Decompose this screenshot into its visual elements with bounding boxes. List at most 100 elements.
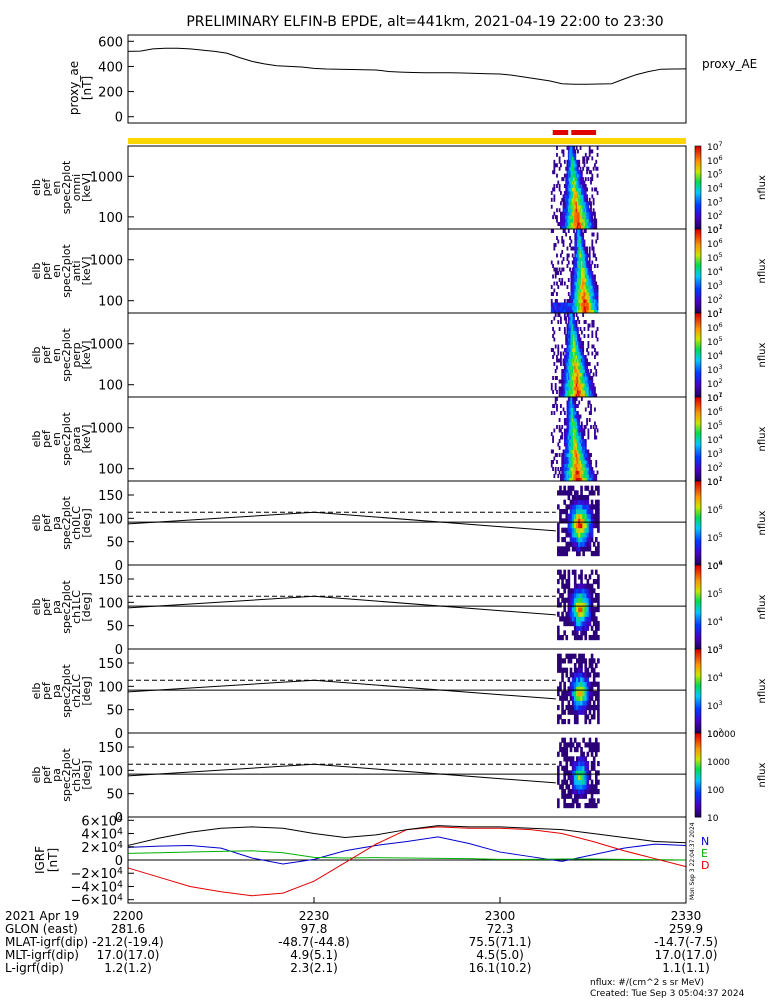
bin bbox=[567, 218, 570, 223]
bin bbox=[565, 355, 568, 359]
bin bbox=[574, 355, 577, 359]
bin bbox=[563, 793, 566, 799]
bin bbox=[580, 211, 583, 216]
bin bbox=[591, 278, 594, 282]
bin bbox=[570, 362, 573, 366]
bin bbox=[594, 477, 596, 481]
bin bbox=[565, 541, 569, 547]
bin bbox=[584, 518, 588, 524]
colorbar-step bbox=[695, 262, 701, 266]
bin bbox=[579, 201, 582, 206]
bin bbox=[597, 518, 600, 524]
colorbar-step bbox=[695, 529, 701, 532]
bin bbox=[582, 611, 585, 617]
bin bbox=[594, 742, 598, 748]
bin bbox=[580, 369, 583, 373]
bin bbox=[586, 523, 590, 529]
colorbar-step bbox=[695, 162, 701, 166]
bin bbox=[571, 334, 574, 338]
bin bbox=[558, 309, 561, 313]
bin bbox=[579, 442, 582, 447]
bin bbox=[582, 527, 585, 533]
bin bbox=[562, 257, 565, 261]
bin bbox=[561, 574, 564, 580]
colorbar-step bbox=[695, 382, 701, 385]
bin bbox=[579, 390, 582, 394]
bin bbox=[563, 355, 566, 359]
bin bbox=[557, 770, 560, 776]
colorbar-step bbox=[695, 781, 701, 784]
bin bbox=[560, 306, 562, 310]
bin bbox=[596, 351, 599, 356]
bin bbox=[596, 428, 599, 433]
bin bbox=[570, 463, 573, 468]
colorbar-step bbox=[695, 701, 701, 705]
bin bbox=[557, 490, 560, 496]
bin bbox=[583, 299, 586, 303]
bin bbox=[580, 201, 583, 206]
bin bbox=[587, 344, 590, 349]
bin bbox=[563, 299, 566, 303]
bin bbox=[579, 292, 582, 296]
bin bbox=[563, 383, 566, 387]
bin bbox=[583, 208, 586, 213]
bin bbox=[573, 705, 577, 711]
bin bbox=[565, 309, 568, 313]
bin bbox=[578, 197, 581, 202]
bin bbox=[584, 775, 588, 781]
colorbar-step bbox=[695, 258, 701, 261]
bin bbox=[571, 204, 574, 209]
bin bbox=[595, 477, 598, 481]
bin bbox=[563, 667, 566, 673]
colorbar-step bbox=[695, 439, 701, 442]
spec2plot_anti-cbar-tick-3: 104 bbox=[707, 265, 723, 278]
bin bbox=[566, 348, 569, 352]
bin bbox=[567, 784, 571, 790]
spec2plot_ch1LC-ylabel-1: pef bbox=[40, 597, 53, 616]
bin bbox=[579, 218, 582, 223]
bin bbox=[592, 211, 595, 216]
bin bbox=[580, 218, 583, 223]
bin bbox=[569, 442, 571, 447]
bin bbox=[592, 621, 596, 627]
bin bbox=[580, 784, 583, 790]
bin bbox=[565, 583, 569, 589]
bin bbox=[582, 341, 585, 345]
bin bbox=[579, 428, 582, 433]
bin bbox=[571, 295, 574, 300]
bin bbox=[556, 267, 558, 272]
bin bbox=[575, 337, 578, 342]
bin bbox=[577, 351, 579, 356]
bin bbox=[573, 765, 577, 771]
bin bbox=[573, 313, 575, 317]
bin bbox=[578, 653, 581, 659]
colorbar-step bbox=[695, 365, 701, 369]
bin bbox=[592, 691, 596, 697]
bin bbox=[583, 278, 586, 282]
bin bbox=[567, 351, 570, 356]
colorbar-step bbox=[695, 558, 701, 562]
bin bbox=[570, 281, 573, 286]
bin bbox=[578, 246, 581, 251]
bin bbox=[562, 225, 565, 229]
colorbar-step bbox=[695, 770, 701, 774]
bin bbox=[557, 775, 560, 781]
bin bbox=[575, 449, 578, 454]
bin bbox=[573, 194, 575, 199]
spec2plot_ch2LC-ylabel-3: spec2plot bbox=[60, 664, 73, 718]
bin bbox=[591, 467, 594, 471]
igrf-legend-D: D bbox=[701, 859, 709, 872]
bin bbox=[582, 309, 585, 313]
bin bbox=[576, 775, 579, 781]
bin bbox=[578, 278, 581, 282]
bin bbox=[560, 386, 562, 391]
colorbar-step bbox=[695, 298, 701, 301]
bin bbox=[584, 607, 588, 613]
xrow-2-value-2: 75.5(71.1) bbox=[469, 935, 532, 949]
bin bbox=[571, 306, 574, 310]
colorbar-step bbox=[695, 520, 701, 524]
bin bbox=[573, 334, 575, 338]
bin bbox=[553, 302, 556, 307]
bin bbox=[569, 611, 573, 617]
